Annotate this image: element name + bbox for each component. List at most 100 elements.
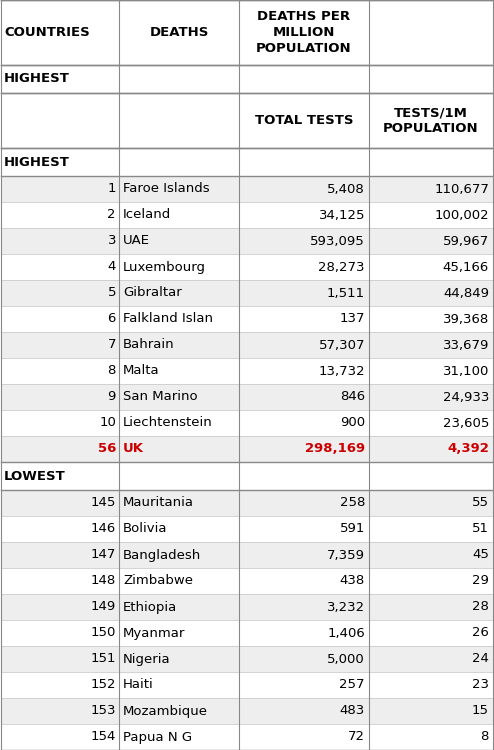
Text: 8: 8 (108, 364, 116, 377)
Text: COUNTRIES: COUNTRIES (4, 26, 90, 39)
Text: 483: 483 (340, 704, 365, 718)
Bar (1, 542, 493, 568)
Bar (1, 672, 493, 698)
Bar (1, 306, 493, 332)
Text: 4: 4 (108, 260, 116, 274)
Bar (1, 65, 493, 93)
Text: 8: 8 (481, 730, 489, 743)
Bar (1, 332, 493, 358)
Text: 7,359: 7,359 (327, 548, 365, 562)
Text: 110,677: 110,677 (434, 182, 489, 196)
Text: Mauritania: Mauritania (123, 496, 194, 509)
Text: 146: 146 (91, 523, 116, 536)
Text: 55: 55 (472, 496, 489, 509)
Text: 298,169: 298,169 (305, 442, 365, 455)
Text: 24,933: 24,933 (443, 391, 489, 404)
Text: Mozambique: Mozambique (123, 704, 208, 718)
Text: 29: 29 (472, 574, 489, 587)
Text: 438: 438 (340, 574, 365, 587)
Text: 3,232: 3,232 (327, 601, 365, 613)
Text: Papua N G: Papua N G (123, 730, 192, 743)
Text: 846: 846 (340, 391, 365, 404)
Text: 72: 72 (348, 730, 365, 743)
Bar (1, 568, 493, 594)
Bar (1, 462, 493, 490)
Text: 45: 45 (472, 548, 489, 562)
Text: 13,732: 13,732 (318, 364, 365, 377)
Bar (1, 202, 493, 228)
Text: LOWEST: LOWEST (4, 470, 66, 482)
Text: DEATHS PER
MILLION
POPULATION: DEATHS PER MILLION POPULATION (256, 10, 352, 55)
Text: 15: 15 (472, 704, 489, 718)
Text: 24: 24 (472, 652, 489, 665)
Text: Haiti: Haiti (123, 679, 154, 692)
Text: 26: 26 (472, 626, 489, 640)
Text: 23,605: 23,605 (443, 416, 489, 430)
Text: 147: 147 (90, 548, 116, 562)
Text: 10: 10 (99, 416, 116, 430)
Text: 44,849: 44,849 (443, 286, 489, 299)
Bar (1, 436, 493, 462)
Text: Ethiopia: Ethiopia (123, 601, 177, 613)
Text: Bangladesh: Bangladesh (123, 548, 201, 562)
Text: 1,511: 1,511 (327, 286, 365, 299)
Text: Liechtenstein: Liechtenstein (123, 416, 213, 430)
Text: 145: 145 (90, 496, 116, 509)
Text: HIGHEST: HIGHEST (4, 155, 70, 169)
Text: Falkland Islan: Falkland Islan (123, 313, 213, 326)
Text: 5,000: 5,000 (327, 652, 365, 665)
Text: 591: 591 (339, 523, 365, 536)
Bar (1, 228, 493, 254)
Text: 257: 257 (339, 679, 365, 692)
Bar (1, 724, 493, 750)
Text: 34,125: 34,125 (319, 209, 365, 221)
Text: 2: 2 (108, 209, 116, 221)
Text: 33,679: 33,679 (443, 338, 489, 352)
Text: 900: 900 (340, 416, 365, 430)
Text: 9: 9 (108, 391, 116, 404)
Text: 31,100: 31,100 (443, 364, 489, 377)
Bar (1, 698, 493, 724)
Text: Luxembourg: Luxembourg (123, 260, 206, 274)
Text: TOTAL TESTS: TOTAL TESTS (255, 114, 353, 127)
Text: Myanmar: Myanmar (123, 626, 185, 640)
Text: UAE: UAE (123, 235, 150, 248)
Text: 56: 56 (98, 442, 116, 455)
Text: DEATHS: DEATHS (149, 26, 208, 39)
Bar (1, 358, 493, 384)
Text: 5,408: 5,408 (327, 182, 365, 196)
Text: 51: 51 (472, 523, 489, 536)
Text: 59,967: 59,967 (443, 235, 489, 248)
Text: UK: UK (123, 442, 144, 455)
Bar (1, 516, 493, 542)
Text: HIGHEST: HIGHEST (4, 73, 70, 86)
Text: Iceland: Iceland (123, 209, 171, 221)
Text: 137: 137 (339, 313, 365, 326)
Bar (1, 384, 493, 410)
Text: 258: 258 (339, 496, 365, 509)
Bar (1, 594, 493, 620)
Text: Zimbabwe: Zimbabwe (123, 574, 193, 587)
Text: 1,406: 1,406 (327, 626, 365, 640)
Text: San Marino: San Marino (123, 391, 198, 404)
Text: 6: 6 (108, 313, 116, 326)
Text: 28,273: 28,273 (319, 260, 365, 274)
Bar (1, 490, 493, 516)
Text: 148: 148 (91, 574, 116, 587)
Text: Faroe Islands: Faroe Islands (123, 182, 209, 196)
Bar (1, 620, 493, 646)
Text: 23: 23 (472, 679, 489, 692)
Text: Bolivia: Bolivia (123, 523, 167, 536)
Text: 150: 150 (90, 626, 116, 640)
Text: Bahrain: Bahrain (123, 338, 174, 352)
Text: 4,392: 4,392 (447, 442, 489, 455)
Text: 5: 5 (108, 286, 116, 299)
Text: Nigeria: Nigeria (123, 652, 170, 665)
Text: 3: 3 (108, 235, 116, 248)
Bar (1, 254, 493, 280)
Text: Malta: Malta (123, 364, 160, 377)
Text: 57,307: 57,307 (319, 338, 365, 352)
Text: 149: 149 (91, 601, 116, 613)
Text: TESTS/1M
POPULATION: TESTS/1M POPULATION (383, 106, 479, 135)
Text: 1: 1 (108, 182, 116, 196)
